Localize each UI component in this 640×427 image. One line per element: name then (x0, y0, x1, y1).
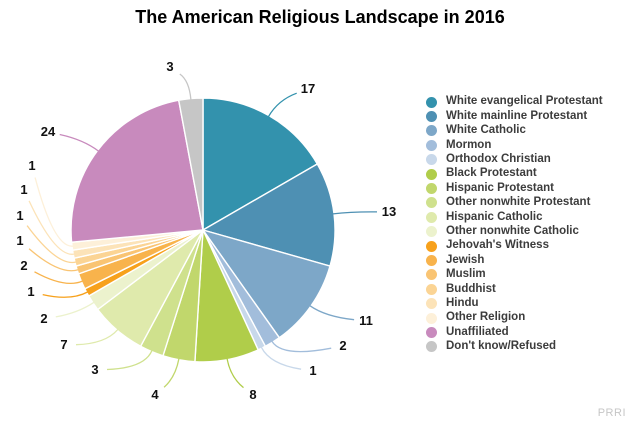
legend-label: Orthodox Christian (446, 153, 551, 165)
legend-item[interactable]: Muslim (426, 268, 603, 282)
legend-label: Other Religion (446, 311, 526, 324)
legend-swatch-icon (426, 111, 437, 123)
legend-label: Other nonwhite Protestant (446, 196, 591, 209)
slice-value-label: 3 (166, 59, 173, 74)
slice-value-label: 1 (309, 363, 316, 378)
slice-value-label: 13 (382, 204, 396, 219)
slice-value-label: 7 (60, 337, 67, 352)
label-leader-line (42, 291, 88, 298)
legend-label: White Catholic (446, 124, 526, 137)
legend-item[interactable]: Unaffiliated (426, 325, 603, 339)
label-leader-line (260, 346, 302, 370)
legend-label: White evangelical Protestant (446, 95, 603, 108)
legend-swatch-icon (426, 283, 437, 295)
legend-swatch-icon (426, 240, 437, 252)
slice-value-label: 1 (16, 233, 23, 248)
legend-item[interactable]: Hindu (426, 296, 603, 310)
legend-swatch-icon (426, 254, 437, 266)
slice-value-label: 1 (28, 158, 35, 173)
slice-value-label: 17 (301, 81, 315, 96)
label-leader-line (106, 350, 153, 371)
legend-swatch-icon (426, 139, 437, 151)
legend-label: Muslim (446, 268, 486, 281)
legend-swatch-icon (426, 298, 437, 310)
legend-item[interactable]: Other nonwhite Protestant (426, 196, 603, 210)
legend-label: Mormon (446, 138, 492, 151)
legend-swatch-icon (426, 197, 437, 209)
legend-swatch-icon (426, 341, 437, 353)
legend-label: Buddhist (446, 282, 496, 295)
legend-label: Other nonwhite Catholic (446, 224, 579, 237)
label-leader-line (26, 225, 77, 264)
label-leader-line (267, 92, 297, 117)
legend-label: Hispanic Protestant (446, 181, 554, 194)
slice-value-label: 2 (339, 338, 346, 353)
label-leader-line (332, 211, 378, 215)
legend-label: White mainline Protestant (446, 109, 588, 122)
legend-item[interactable]: Hispanic Catholic (426, 210, 603, 224)
legend-item[interactable]: Jehovah's Witness (426, 239, 603, 253)
legend-label: Hindu (446, 296, 479, 309)
legend-swatch-icon (426, 168, 437, 180)
label-leader-line (271, 341, 332, 353)
legend-item[interactable]: Hispanic Protestant (426, 181, 603, 195)
slice-value-label: 8 (249, 387, 256, 402)
slice-value-label: 2 (40, 311, 47, 326)
legend-item[interactable]: Jewish (426, 253, 603, 267)
legend-label: Black Protestant (446, 167, 537, 180)
legend-swatch-icon (426, 183, 437, 195)
slice-value-label: 2 (20, 258, 27, 273)
legend-swatch-icon (426, 312, 437, 324)
label-leader-line (163, 358, 180, 388)
slice-value-label: 1 (20, 182, 27, 197)
legend-label: Hispanic Catholic (446, 210, 543, 223)
legend-item[interactable]: White Catholic (426, 124, 603, 138)
slice-value-label: 1 (16, 208, 23, 223)
slice-value-label: 4 (151, 387, 159, 402)
legend-swatch-icon (426, 125, 437, 137)
legend: White evangelical Protestant White mainli… (426, 95, 603, 354)
legend-label: Jehovah's Witness (446, 239, 549, 252)
legend-item[interactable]: Other nonwhite Catholic (426, 225, 603, 239)
legend-label: Jewish (446, 253, 485, 266)
label-leader-line (179, 73, 192, 100)
slice-value-label: 24 (41, 124, 56, 139)
legend-swatch-icon (426, 211, 437, 223)
legend-item[interactable]: Orthodox Christian (426, 153, 603, 167)
legend-item[interactable]: Don't know/Refused (426, 340, 603, 354)
legend-item[interactable]: Mormon (426, 138, 603, 152)
label-leader-line (34, 177, 74, 247)
slice-value-label: 11 (359, 313, 373, 328)
label-leader-line (55, 301, 95, 318)
label-leader-line (59, 133, 99, 152)
legend-swatch-icon (426, 326, 437, 338)
legend-swatch-icon (426, 96, 437, 108)
legend-item[interactable]: White mainline Protestant (426, 109, 603, 123)
chart-title: The American Religious Landscape in 2016 (135, 7, 505, 27)
source-watermark: PRRI (597, 407, 626, 419)
legend-label: Don't know/Refused (446, 340, 557, 353)
label-leader-line (309, 305, 355, 321)
label-leader-line (28, 200, 75, 255)
legend-item[interactable]: White evangelical Protestant (426, 95, 603, 109)
legend-swatch-icon (426, 226, 437, 238)
legend-item[interactable]: Other Religion (426, 311, 603, 325)
legend-swatch-icon (426, 154, 437, 166)
legend-label: Unaffiliated (446, 325, 509, 338)
label-leader-line (75, 329, 119, 346)
slice-value-label: 1 (27, 284, 34, 299)
label-leader-line (28, 248, 79, 272)
label-leader-line (34, 271, 83, 284)
label-leader-line (226, 358, 244, 389)
legend-swatch-icon (426, 269, 437, 281)
legend-item[interactable]: Buddhist (426, 282, 603, 296)
slice-value-label: 3 (91, 362, 98, 377)
legend-item[interactable]: Black Protestant (426, 167, 603, 181)
